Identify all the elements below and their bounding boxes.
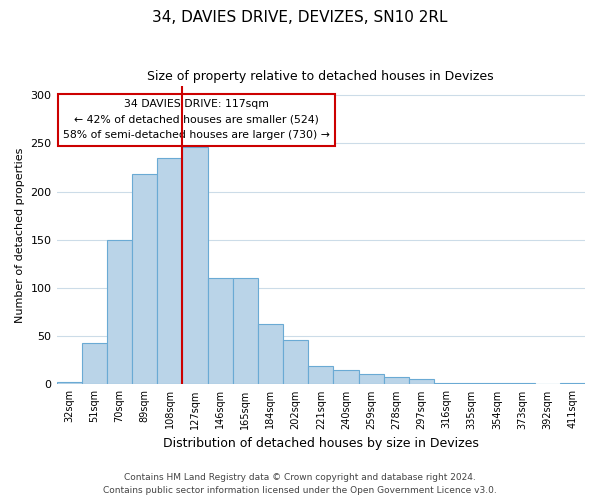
X-axis label: Distribution of detached houses by size in Devizes: Distribution of detached houses by size … — [163, 437, 479, 450]
Bar — [334, 370, 359, 384]
Text: 34 DAVIES DRIVE: 117sqm
← 42% of detached houses are smaller (524)
58% of semi-d: 34 DAVIES DRIVE: 117sqm ← 42% of detache… — [63, 99, 330, 140]
Bar — [359, 374, 383, 384]
Bar — [560, 382, 585, 384]
Bar — [56, 382, 82, 384]
Bar — [157, 158, 182, 384]
Bar — [409, 378, 434, 384]
Bar — [258, 324, 283, 384]
Text: 34, DAVIES DRIVE, DEVIZES, SN10 2RL: 34, DAVIES DRIVE, DEVIZES, SN10 2RL — [152, 10, 448, 25]
Bar — [82, 343, 107, 384]
Bar — [308, 366, 334, 384]
Bar — [434, 382, 459, 384]
Bar — [107, 240, 132, 384]
Y-axis label: Number of detached properties: Number of detached properties — [15, 148, 25, 322]
Bar — [182, 148, 208, 384]
Bar — [233, 278, 258, 384]
Text: Contains HM Land Registry data © Crown copyright and database right 2024.
Contai: Contains HM Land Registry data © Crown c… — [103, 474, 497, 495]
Bar — [283, 340, 308, 384]
Bar — [132, 174, 157, 384]
Bar — [383, 376, 409, 384]
Title: Size of property relative to detached houses in Devizes: Size of property relative to detached ho… — [148, 70, 494, 83]
Bar — [208, 278, 233, 384]
